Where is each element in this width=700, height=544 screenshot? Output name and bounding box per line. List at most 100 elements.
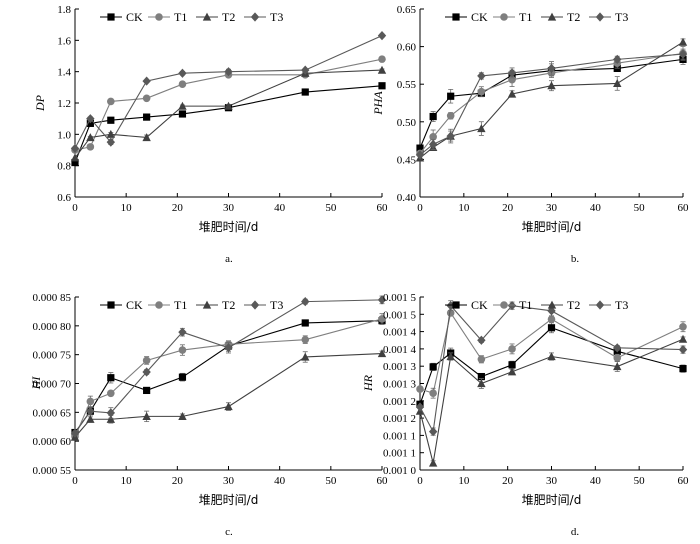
data-point-T3 (613, 54, 622, 64)
data-point-T2 (428, 458, 438, 467)
data-point-T2 (446, 352, 455, 361)
data-point-CK (679, 365, 687, 373)
series-line-CK (74, 320, 383, 433)
x-tick-label: 60 (678, 202, 690, 214)
data-point-T1 (429, 133, 437, 141)
data-point-CK (429, 112, 437, 121)
data-point-T2 (86, 414, 95, 423)
data-point-T3 (142, 367, 151, 377)
data-point-T3 (301, 297, 310, 307)
chart-panel-4: 0 10 20 30 40 50 600.001 00.001 10.001 10.001 … (361, 292, 689, 538)
y-tick-label: 0.45 (397, 154, 417, 166)
y-axis-label: PHA (371, 91, 385, 116)
series-line-T1 (419, 311, 684, 394)
legend-marker-T3 (250, 12, 260, 22)
data-point-T1 (86, 143, 95, 151)
legend-marker-T2 (202, 12, 212, 21)
y-axis-label: HR (361, 374, 375, 392)
data-point-T3 (428, 139, 438, 149)
legend-marker-T3 (595, 12, 605, 22)
x-tick-label: 0 (72, 202, 78, 214)
data-point-T3 (446, 301, 455, 311)
data-point-T1 (378, 315, 386, 323)
panel-label: a. (225, 253, 233, 265)
y-tick-label: 0.000 80 (33, 321, 72, 333)
data-point-T3 (678, 344, 688, 355)
data-point-T2 (377, 65, 387, 74)
data-point-T3 (142, 76, 151, 86)
data-point-T3 (377, 295, 387, 305)
legend-marker-T1 (155, 13, 163, 21)
panel-label: b. (571, 253, 580, 265)
data-point-T2 (507, 367, 517, 376)
y-tick-label: 1.8 (57, 4, 71, 16)
legend: CK T1 T2 T3 (100, 298, 283, 312)
data-point-T3 (224, 343, 233, 353)
series-line-T3 (74, 299, 383, 434)
x-tick-label: 10 (458, 475, 470, 487)
data-point-T1 (508, 345, 516, 353)
data-point-T3 (415, 402, 425, 412)
series-T3 (70, 31, 387, 154)
x-axis-label: 堆肥时间/d (199, 220, 259, 234)
y-tick-label: 0.000 85 (33, 292, 72, 304)
data-point-T2 (70, 153, 80, 162)
data-point-T2 (613, 79, 622, 88)
data-point-T3 (507, 301, 517, 311)
data-point-T1 (547, 315, 556, 323)
data-point-T1 (378, 55, 386, 63)
data-point-T1 (416, 385, 424, 393)
panel-label: c. (225, 526, 233, 538)
y-tick-label: 0.001 3 (383, 379, 417, 391)
x-tick-label: 60 (377, 475, 389, 487)
x-tick-label: 20 (502, 475, 514, 487)
legend-label-CK: CK (126, 298, 143, 312)
data-point-T2 (301, 352, 310, 361)
data-point-T2 (547, 81, 556, 90)
data-point-T3 (428, 426, 438, 437)
x-tick-label: 10 (121, 475, 133, 487)
y-tick-label: 0.001 4 (383, 327, 417, 339)
y-tick-label: 0.8 (57, 161, 71, 173)
y-tick-label: 0.55 (397, 79, 417, 91)
legend-label-T2: T2 (567, 298, 580, 312)
y-tick-label: 0.65 (397, 4, 417, 16)
data-point-T2 (86, 133, 95, 142)
x-tick-label: 0 (417, 202, 423, 214)
x-tick-label: 20 (172, 202, 184, 214)
data-point-T3 (678, 49, 688, 59)
x-tick-label: 20 (172, 475, 184, 487)
data-point-T2 (678, 334, 688, 343)
x-tick-label: 50 (634, 202, 646, 214)
series-T3 (70, 295, 387, 438)
y-tick-label: 0.001 5 (383, 292, 417, 304)
legend: CK T1 T2 T3 (445, 298, 628, 312)
data-point-T3 (106, 137, 116, 147)
data-point-T2 (377, 349, 387, 358)
y-tick-label: 0.40 (397, 192, 417, 204)
y-tick-label: 0.001 5 (383, 309, 417, 321)
data-point-CK (86, 119, 94, 127)
data-point-T2 (547, 352, 556, 361)
series-T2 (415, 334, 688, 467)
data-point-CK (143, 386, 151, 395)
data-point-T2 (477, 379, 486, 388)
x-tick-label: 30 (546, 202, 558, 214)
data-point-T1 (178, 346, 187, 354)
data-point-T1 (679, 322, 687, 331)
series-line-T1 (419, 52, 684, 154)
data-point-CK (508, 361, 516, 369)
data-point-T3 (178, 68, 187, 78)
data-point-T2 (224, 402, 233, 411)
y-tick-label: 0.001 1 (383, 448, 416, 460)
data-point-CK (547, 324, 556, 332)
x-axis-label: 堆肥时间/d (522, 220, 582, 234)
series-T1 (71, 313, 386, 441)
legend-label-T1: T1 (174, 10, 187, 24)
series-T3 (415, 300, 688, 437)
series-CK (71, 82, 386, 167)
x-tick-label: 40 (274, 475, 286, 487)
data-point-T2 (142, 133, 151, 142)
data-point-CK (301, 319, 309, 327)
